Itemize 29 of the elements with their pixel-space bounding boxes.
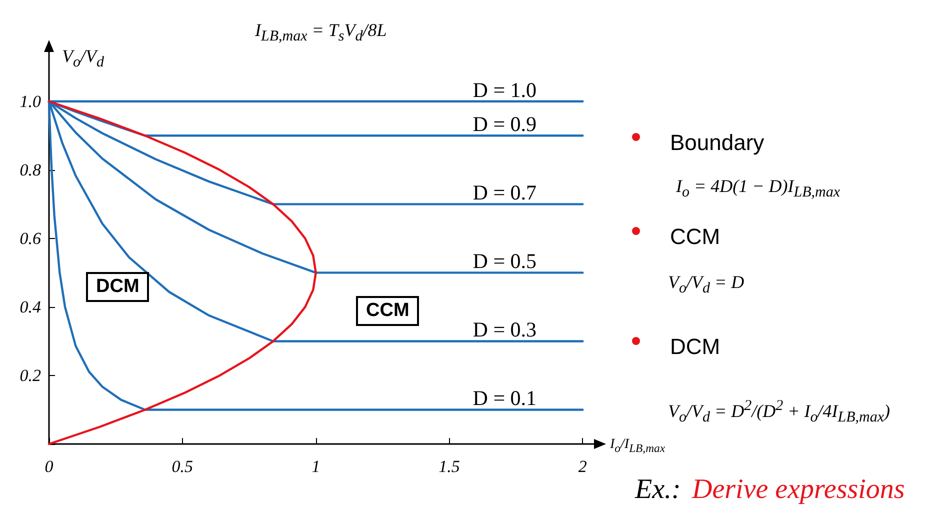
x-tick-label: 0.5 (172, 457, 194, 476)
y-tick-label: 0.8 (20, 160, 42, 180)
y-tick-label: 0.2 (20, 366, 42, 385)
y-tick-label: 1.0 (20, 92, 42, 111)
series-label: D = 0.5 (472, 249, 537, 274)
series-label: D = 0.9 (472, 112, 537, 136)
text: I$_{LB,max}$ = T$_{s}$V$_{d}$/8L (255, 20, 387, 46)
y-tick-label: 0.4 (20, 297, 42, 316)
series-label: D = 0.1 (472, 386, 537, 410)
x-tick-label: 2 (578, 457, 588, 476)
text: DCM (670, 334, 720, 360)
series-label: D = 1.0 (472, 78, 537, 102)
text: Boundary (670, 130, 764, 156)
x-axis-title: I$_{o}$/I$_{LB,max}$ (610, 437, 665, 455)
text: V$_{o}$/V$_{d}$ = D$^{2}$/(D$^{2}$ + I$_{o}$/4I$_{LB,max}$) (668, 398, 890, 426)
text: I$_{o}$ = 4D(1 − D)I$_{LB,max}$ (676, 176, 840, 202)
series-label: D = 0.7 (472, 180, 537, 205)
text: Ex.: (635, 474, 681, 506)
x-tick-label: 0 (44, 457, 54, 476)
x-tick-label: 1.5 (438, 457, 460, 476)
annotation: CCM (356, 296, 420, 326)
text: V$_{o}$/V$_{d}$ = D (668, 272, 744, 298)
text: CCM (670, 224, 720, 250)
text: Derive expressions (692, 474, 905, 506)
y-axis-title: V$_{o}$/V$_{d}$ (62, 46, 104, 72)
x-tick-label: 1 (312, 457, 320, 476)
series-label: D = 0.3 (472, 318, 537, 342)
y-tick-label: 0.6 (20, 228, 42, 248)
annotation: DCM (86, 272, 150, 302)
